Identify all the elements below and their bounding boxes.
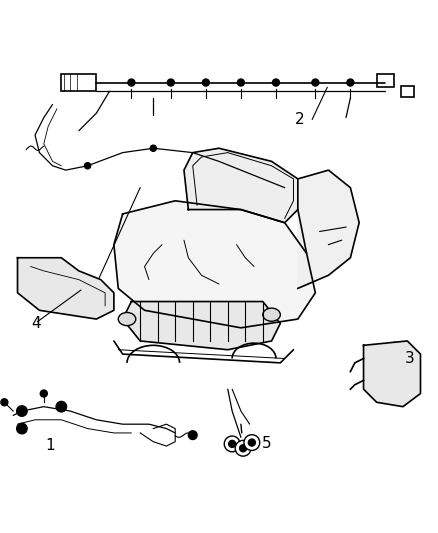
Circle shape <box>377 381 385 389</box>
Ellipse shape <box>118 312 136 326</box>
Circle shape <box>235 440 251 456</box>
Circle shape <box>85 163 91 169</box>
Bar <box>401 86 414 97</box>
Circle shape <box>240 445 247 452</box>
Circle shape <box>248 439 255 446</box>
Circle shape <box>1 399 8 406</box>
Polygon shape <box>123 302 280 350</box>
Circle shape <box>229 440 236 447</box>
Polygon shape <box>18 258 114 319</box>
Circle shape <box>17 423 27 434</box>
Text: 3: 3 <box>405 351 414 366</box>
Text: 2: 2 <box>295 112 305 127</box>
Ellipse shape <box>263 308 280 321</box>
Polygon shape <box>298 170 359 288</box>
Circle shape <box>272 79 279 86</box>
Circle shape <box>150 145 156 151</box>
Bar <box>61 74 96 91</box>
Circle shape <box>403 381 411 389</box>
Text: 1: 1 <box>46 438 55 453</box>
Circle shape <box>224 436 240 452</box>
Polygon shape <box>114 201 315 328</box>
Text: 5: 5 <box>262 437 272 451</box>
Circle shape <box>377 350 385 358</box>
Circle shape <box>216 158 222 165</box>
Circle shape <box>83 288 92 297</box>
Circle shape <box>312 79 319 86</box>
Circle shape <box>35 275 44 284</box>
Circle shape <box>202 79 209 86</box>
Circle shape <box>237 79 244 86</box>
Circle shape <box>61 288 70 297</box>
Circle shape <box>167 79 174 86</box>
Circle shape <box>17 406 27 416</box>
Circle shape <box>56 401 67 412</box>
Circle shape <box>128 79 135 86</box>
Circle shape <box>347 79 354 86</box>
Circle shape <box>188 431 197 440</box>
Circle shape <box>40 390 47 397</box>
Polygon shape <box>184 148 298 223</box>
Text: 4: 4 <box>31 316 41 331</box>
Circle shape <box>244 435 260 450</box>
Circle shape <box>35 297 44 306</box>
Bar <box>377 74 394 87</box>
Circle shape <box>260 176 266 182</box>
Polygon shape <box>364 341 420 407</box>
